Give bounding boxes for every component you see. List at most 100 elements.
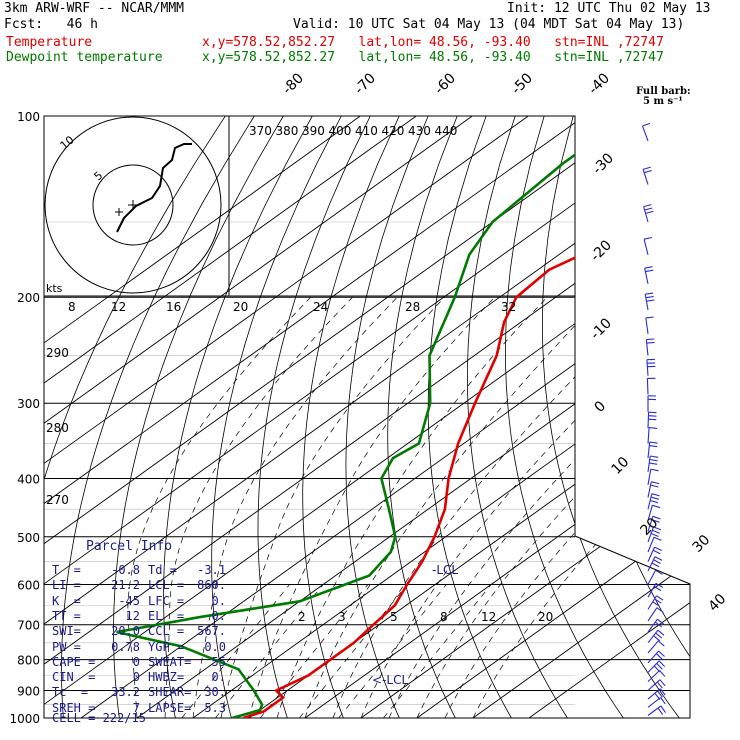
wind-barb-flag <box>645 210 654 214</box>
isotherm-line <box>44 116 585 718</box>
parcel-row-8-col-0: Tc = <box>52 685 89 700</box>
wind-barb-flag <box>649 458 658 462</box>
isotherm-line <box>44 116 529 718</box>
wind-barb-flag <box>645 295 654 299</box>
mixing-ratio-line <box>259 584 369 718</box>
parcel-row-7-col-2: HWBZ= <box>148 670 185 685</box>
upper-mixing-label: 20 <box>233 300 248 314</box>
isotherm-label: 40 <box>706 591 730 615</box>
wind-barb-flag <box>649 445 658 448</box>
upper-mixing-label: 16 <box>166 300 181 314</box>
isotherm-line <box>192 116 690 718</box>
dry-adiabat <box>466 116 568 718</box>
theta-label: 280 <box>46 421 69 435</box>
parcel-row-8-col-1: 33.2 <box>111 685 140 700</box>
theta-e-label: 380 <box>276 124 299 138</box>
wind-barb <box>645 317 649 334</box>
wind-barb-flag <box>659 679 666 687</box>
parcel-row-9-col-0: SREH = <box>52 700 96 715</box>
isotherm-line <box>44 116 690 718</box>
theta-e-label: 370 <box>249 124 272 138</box>
wind-barb-flag <box>659 670 666 677</box>
parcel-row-3-col-3: 0. <box>211 608 226 623</box>
moist-adiabat <box>164 296 353 718</box>
parcel-row-5-col-3: 0.0 <box>204 639 226 654</box>
dry-adiabat <box>257 116 371 718</box>
wind-barb <box>647 442 651 459</box>
wind-barb <box>647 526 655 543</box>
parcel-row-1-col-3: 860. <box>197 578 226 593</box>
wind-barb <box>647 536 655 553</box>
wind-barb-flag <box>656 595 664 601</box>
isotherm-line <box>304 116 690 718</box>
isotherm-label: -70 <box>352 70 379 97</box>
moist-adiabat <box>220 296 445 718</box>
wind-barb <box>644 268 649 284</box>
wind-barb <box>643 206 649 223</box>
barb-legend-line2: 5 m s⁻¹ <box>643 96 683 107</box>
wind-barb <box>647 493 653 510</box>
parcel-row-5-col-1: 0.78 <box>111 639 140 654</box>
wind-barb-flag <box>657 707 664 715</box>
mixing-ratio-line <box>383 584 492 718</box>
upper-mixing-label: 12 <box>111 300 126 314</box>
wind-barb <box>647 618 658 633</box>
wind-barb-flag <box>652 529 660 534</box>
wind-barb-flag <box>646 338 655 341</box>
moist-adiabat <box>248 296 495 718</box>
dry-adiabat <box>541 116 680 718</box>
dry-adiabat <box>577 116 690 718</box>
parcel-row-9-col-1: 7 <box>132 700 140 715</box>
dry-adiabat <box>113 116 284 718</box>
wind-barb-flag <box>655 582 664 588</box>
wind-barb-flag <box>656 681 663 689</box>
wind-barb-flag <box>660 697 666 705</box>
wind-barb <box>646 359 649 376</box>
dry-adiabat <box>211 116 342 718</box>
wind-barb <box>647 505 653 521</box>
wind-barb-flag <box>651 493 660 497</box>
wind-barb <box>647 583 657 598</box>
pressure-label: 500 <box>17 531 40 545</box>
init-time: Init: 12 UTC Thu 02 May 13 <box>507 1 711 16</box>
wind-barb-flag <box>652 515 661 520</box>
parcel-row-5-col-2: YGP = <box>148 639 185 654</box>
wind-barb-flag <box>649 462 658 465</box>
wind-barb-flag <box>645 269 654 273</box>
wind-barb-flag <box>643 204 652 208</box>
pressure-label: 600 <box>17 578 40 592</box>
parcel-row-2-col-3: 0. <box>211 593 226 608</box>
wind-barb-flag <box>652 601 660 607</box>
pressure-label: 1000 <box>9 712 40 726</box>
wind-barb-flag <box>649 441 658 444</box>
lcl-marker-1: -LCL <box>432 563 458 577</box>
theta-e-label: 390 <box>302 124 325 138</box>
wind-barb-flag <box>654 546 662 551</box>
theta-e-label: 440 <box>435 124 458 138</box>
parcel-row-8-col-3: 30. <box>204 685 226 700</box>
parcel-row-6-col-2: SWEAT= <box>148 654 192 669</box>
wind-barb-flag <box>652 504 661 509</box>
temperature-curve <box>242 116 690 718</box>
temperature-legend: Temperature <box>6 35 93 50</box>
isotherm-label: 10 <box>609 454 633 478</box>
wind-barb <box>647 705 662 716</box>
parcel-row-0-col-0: T = <box>52 563 81 577</box>
wind-barb-flag <box>651 519 660 523</box>
moist-adiabat <box>192 296 398 718</box>
dry-adiabat <box>345 116 429 718</box>
wind-barb <box>647 455 651 472</box>
isotherm-label: -30 <box>590 150 617 177</box>
wind-barb-flag <box>657 690 663 698</box>
parcel-row-2-col-1: -45 <box>118 593 140 608</box>
wind-barb-flag <box>650 496 659 500</box>
wind-barb-flag <box>653 635 661 642</box>
hodo-ring <box>92 164 174 246</box>
wind-barb-flag <box>654 598 662 604</box>
parcel-row-4-col-1: 20.0 <box>111 624 140 639</box>
isotherm-label: -60 <box>432 70 459 97</box>
dry-adiabat <box>61 116 255 718</box>
parcel-row-1-col-1: 21.2 <box>111 578 140 593</box>
moist-adiabat <box>360 296 690 718</box>
wind-barb-flag <box>656 663 663 670</box>
